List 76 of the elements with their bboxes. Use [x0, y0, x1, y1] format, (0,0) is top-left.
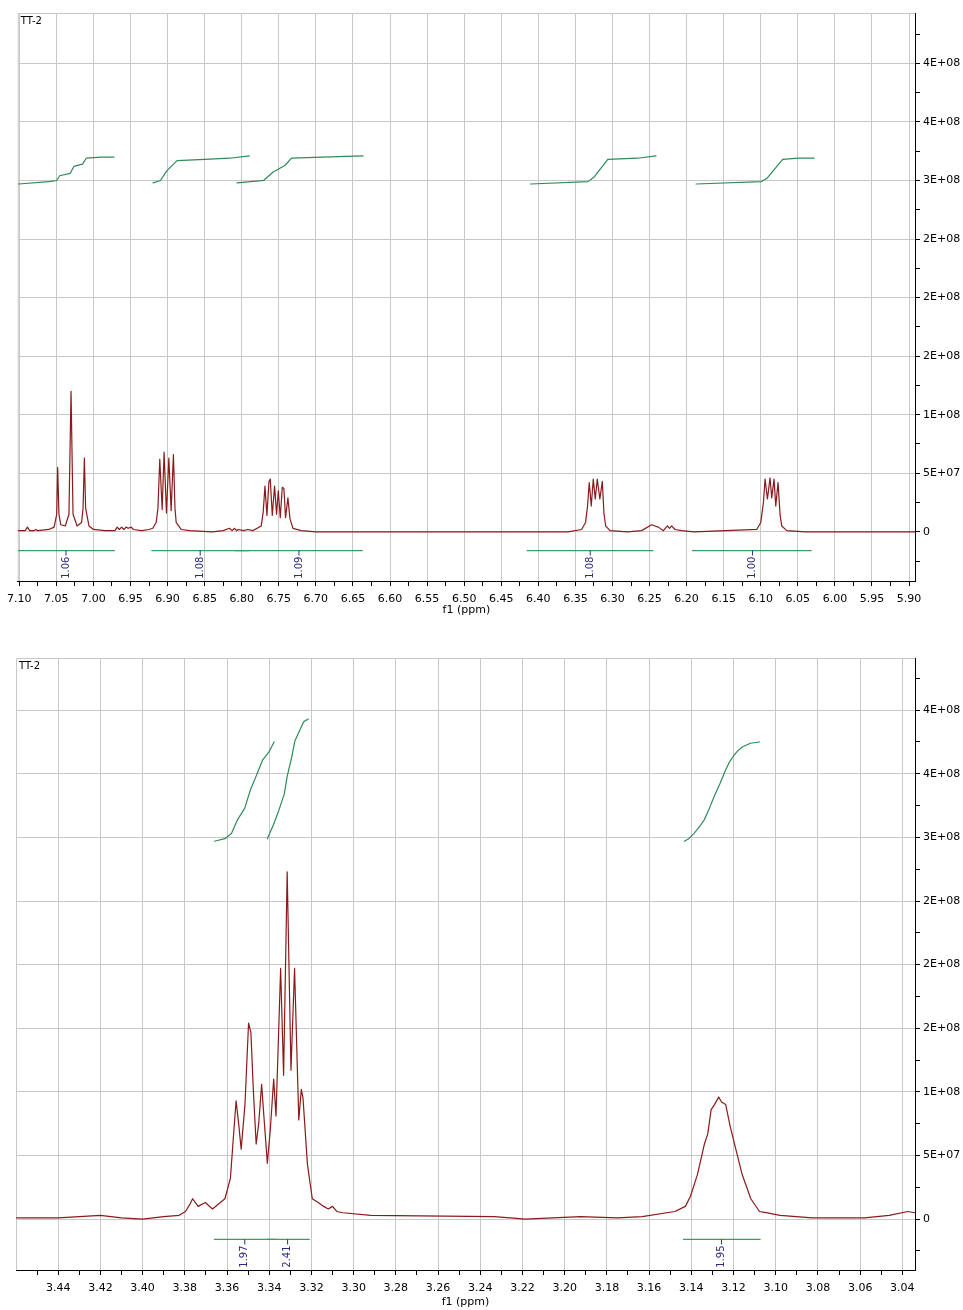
x-tick-label: 7.00 [81, 592, 106, 606]
x-tick-label: 3.14 [679, 1281, 704, 1295]
x-axis-title: f1 (ppm) [441, 1295, 490, 1309]
y-tick-label: 1E+08 [923, 1084, 961, 1098]
x-axis-title: f1 (ppm) [442, 603, 491, 617]
x-tick-label: 6.90 [155, 592, 180, 606]
x-tick-label: 6.15 [711, 592, 736, 606]
x-tick-label: 7.05 [44, 592, 69, 606]
x-tick-label: 3.40 [130, 1281, 155, 1295]
chart-title: TT-2 [18, 659, 41, 671]
x-tick-label: 3.44 [45, 1281, 71, 1295]
annotation: 1.09 [292, 556, 304, 579]
x-tick-label: 3.16 [636, 1281, 662, 1295]
x-tick-label: 6.50 [451, 592, 477, 606]
y-tick-label: 0 [923, 524, 930, 538]
annotation: 1.00 [746, 556, 758, 579]
chart-title: TT-2 [19, 14, 42, 26]
y-tick-label: 2E+08 [923, 957, 961, 971]
x-tick-label: 6.00 [822, 592, 848, 606]
x-tick-label: 6.40 [526, 592, 551, 606]
x-tick-label: 3.20 [552, 1281, 577, 1295]
y-tick-label: 2E+08 [923, 231, 961, 245]
x-tick-label: 3.28 [383, 1281, 409, 1295]
y-tick-label: 2E+08 [923, 349, 961, 362]
x-tick-label: 6.10 [748, 592, 774, 606]
y-tick-label: 0 [923, 1211, 930, 1225]
x-tick-label: 3.22 [510, 1281, 535, 1295]
y-tick-label: 4E+08 [923, 766, 961, 780]
x-tick-label: 3.10 [763, 1281, 788, 1295]
x-tick-label: 3.32 [299, 1281, 324, 1295]
x-tick-label: 6.30 [600, 592, 625, 606]
annotation: 1.97 [238, 1245, 250, 1268]
y-tick-label: 3E+08 [923, 830, 961, 844]
x-tick-label: 3.06 [847, 1281, 873, 1295]
x-tick-label: 3.38 [172, 1281, 198, 1295]
x-tick-label: 6.25 [637, 592, 662, 606]
y-tick-label: 5E+07 [923, 466, 961, 480]
x-tick-label: 5.90 [896, 592, 922, 606]
y-tick-label: 4E+08 [923, 703, 961, 717]
x-tick-label: 6.35 [563, 592, 588, 606]
x-tick-label: 6.60 [377, 592, 403, 606]
x-tick-label: 6.80 [229, 592, 254, 606]
annotation: 1.08 [583, 556, 595, 579]
x-tick-label: 3.34 [256, 1281, 282, 1295]
x-tick-label: 3.26 [425, 1281, 451, 1295]
y-tick-label: 2E+08 [923, 1021, 961, 1035]
annotation: 2.41 [281, 1245, 293, 1268]
x-tick-label: 6.95 [118, 592, 143, 606]
x-tick-label: 3.30 [341, 1281, 366, 1295]
y-tick-label: 4E+08 [923, 56, 961, 70]
x-tick-label: 6.65 [340, 592, 366, 606]
x-tick-label: 6.45 [489, 592, 514, 606]
x-tick-label: 3.42 [88, 1281, 113, 1295]
y-tick-label: 4E+08 [923, 114, 961, 128]
x-tick-label: 3.18 [594, 1281, 620, 1295]
x-tick-label: 6.05 [785, 592, 811, 606]
x-tick-label: 3.04 [890, 1281, 915, 1295]
y-tick-label: 2E+08 [923, 290, 961, 304]
x-tick-label: 6.85 [192, 592, 217, 606]
x-tick-label: 7.10 [7, 592, 32, 606]
annotation: 1.95 [715, 1245, 727, 1268]
y-tick-label: 1E+08 [923, 407, 961, 421]
x-tick-label: 6.70 [303, 592, 329, 606]
y-tick-label: 5E+07 [923, 1148, 961, 1162]
x-tick-label: 5.95 [859, 592, 885, 606]
x-tick-label: 6.20 [674, 592, 699, 606]
x-tick-label: 3.08 [805, 1281, 831, 1295]
x-tick-label: 3.24 [468, 1281, 493, 1295]
x-tick-label: 3.12 [721, 1281, 746, 1295]
y-tick-label: 3E+08 [923, 173, 961, 187]
annotation: 1.08 [193, 556, 205, 579]
x-tick-label: 6.75 [266, 592, 292, 606]
x-tick-label: 6.55 [414, 592, 440, 606]
y-tick-label: 2E+08 [923, 893, 961, 907]
annotation: 1.06 [59, 556, 71, 579]
x-tick-label: 3.36 [214, 1281, 240, 1295]
